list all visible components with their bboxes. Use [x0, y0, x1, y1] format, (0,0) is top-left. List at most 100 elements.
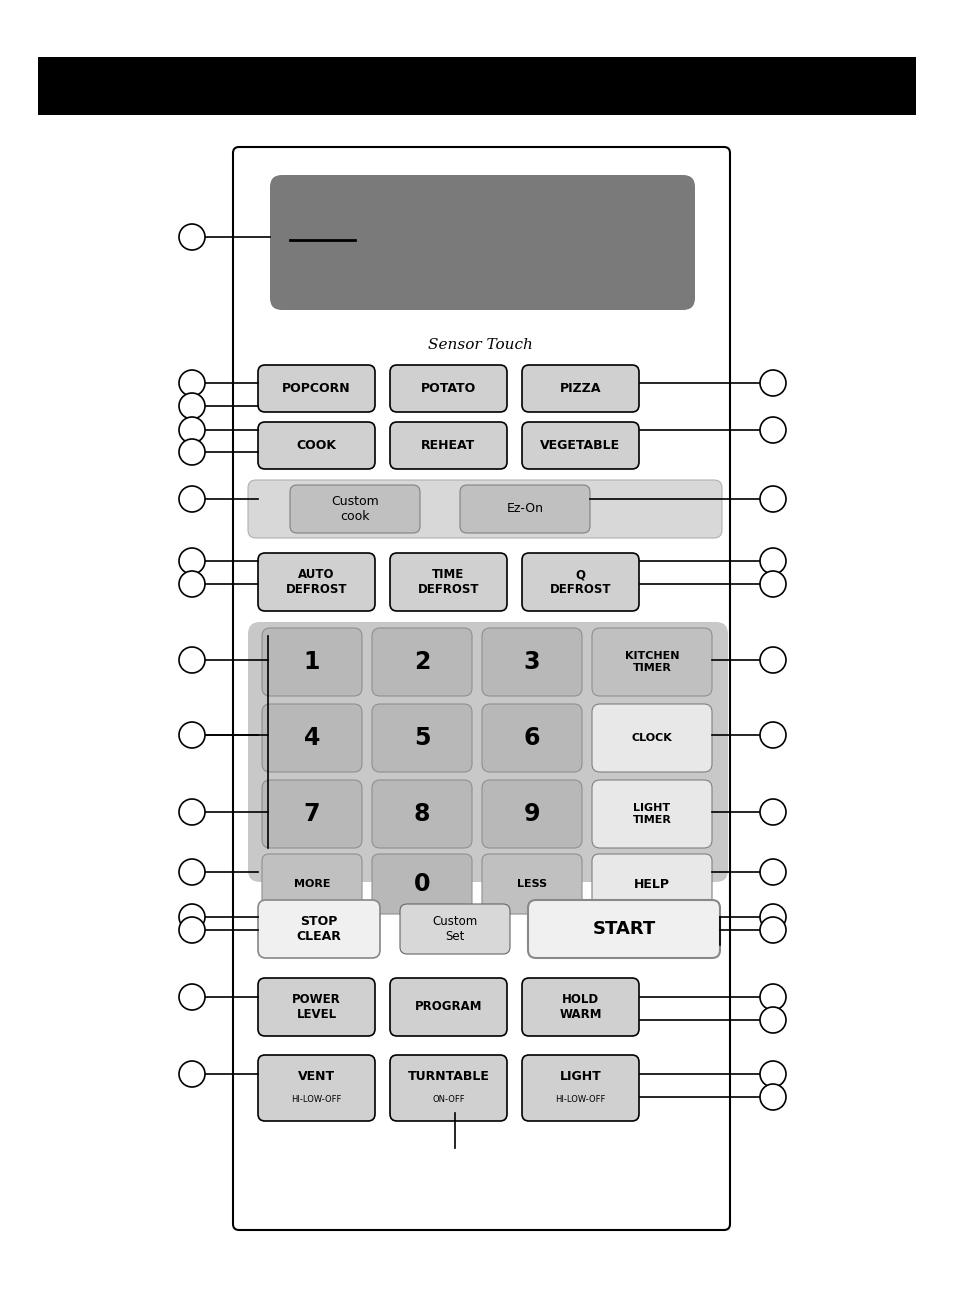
FancyBboxPatch shape — [521, 1055, 639, 1121]
Text: Custom
Set: Custom Set — [432, 915, 477, 942]
Circle shape — [760, 984, 785, 1010]
Text: STOP
CLEAR: STOP CLEAR — [296, 915, 341, 942]
Circle shape — [760, 1084, 785, 1110]
Text: 1: 1 — [303, 650, 320, 674]
Text: COOK: COOK — [296, 439, 336, 452]
Circle shape — [179, 918, 205, 942]
Circle shape — [179, 799, 205, 825]
FancyBboxPatch shape — [521, 365, 639, 412]
Text: 4: 4 — [303, 725, 320, 750]
Circle shape — [760, 647, 785, 673]
Text: PROGRAM: PROGRAM — [415, 1000, 482, 1013]
Text: 2: 2 — [414, 650, 430, 674]
FancyBboxPatch shape — [521, 422, 639, 469]
FancyBboxPatch shape — [257, 978, 375, 1036]
Circle shape — [760, 486, 785, 512]
Circle shape — [760, 859, 785, 885]
Text: REHEAT: REHEAT — [421, 439, 476, 452]
Text: LIGHT
TIMER: LIGHT TIMER — [632, 804, 671, 825]
Circle shape — [179, 904, 205, 931]
Circle shape — [179, 984, 205, 1010]
Text: 6: 6 — [523, 725, 539, 750]
FancyBboxPatch shape — [270, 175, 695, 310]
Text: 8: 8 — [414, 802, 430, 826]
FancyBboxPatch shape — [592, 704, 711, 772]
FancyBboxPatch shape — [399, 904, 510, 954]
Text: VEGETABLE: VEGETABLE — [539, 439, 619, 452]
FancyBboxPatch shape — [262, 853, 361, 914]
Text: LIGHT: LIGHT — [559, 1070, 600, 1084]
FancyBboxPatch shape — [592, 627, 711, 697]
Text: Q
DEFROST: Q DEFROST — [549, 569, 611, 596]
FancyBboxPatch shape — [459, 485, 589, 533]
Circle shape — [760, 571, 785, 597]
FancyBboxPatch shape — [390, 365, 506, 412]
FancyBboxPatch shape — [521, 978, 639, 1036]
Text: Sensor Touch: Sensor Touch — [427, 339, 532, 352]
Circle shape — [179, 417, 205, 443]
FancyBboxPatch shape — [262, 704, 361, 772]
Text: CLOCK: CLOCK — [631, 733, 672, 742]
FancyBboxPatch shape — [257, 422, 375, 469]
FancyBboxPatch shape — [372, 853, 472, 914]
Circle shape — [179, 571, 205, 597]
Circle shape — [760, 1006, 785, 1033]
FancyBboxPatch shape — [390, 553, 506, 610]
FancyBboxPatch shape — [592, 853, 711, 914]
Text: TURNTABLE: TURNTABLE — [407, 1070, 489, 1084]
Text: LESS: LESS — [517, 880, 546, 889]
Text: ON-OFF: ON-OFF — [432, 1095, 464, 1104]
Text: HELP: HELP — [634, 877, 669, 890]
FancyBboxPatch shape — [481, 853, 581, 914]
Text: 3: 3 — [523, 650, 539, 674]
Text: HI-LOW-OFF: HI-LOW-OFF — [291, 1095, 341, 1104]
Circle shape — [179, 721, 205, 748]
Text: Custom
cook: Custom cook — [331, 495, 378, 523]
Text: START: START — [592, 920, 655, 938]
Circle shape — [760, 799, 785, 825]
FancyBboxPatch shape — [257, 1055, 375, 1121]
FancyBboxPatch shape — [248, 480, 721, 538]
Circle shape — [760, 918, 785, 942]
FancyBboxPatch shape — [290, 485, 419, 533]
FancyBboxPatch shape — [390, 978, 506, 1036]
FancyBboxPatch shape — [257, 553, 375, 610]
Text: KITCHEN
TIMER: KITCHEN TIMER — [624, 651, 679, 673]
Circle shape — [760, 1061, 785, 1087]
Circle shape — [179, 647, 205, 673]
Circle shape — [179, 1061, 205, 1087]
Text: 5: 5 — [414, 725, 430, 750]
Text: POTATO: POTATO — [420, 382, 476, 395]
FancyBboxPatch shape — [372, 780, 472, 848]
Text: PIZZA: PIZZA — [559, 382, 600, 395]
Text: HI-LOW-OFF: HI-LOW-OFF — [555, 1095, 605, 1104]
Circle shape — [760, 370, 785, 396]
Text: Ez-On: Ez-On — [506, 502, 543, 515]
Text: AUTO
DEFROST: AUTO DEFROST — [286, 569, 347, 596]
FancyBboxPatch shape — [481, 780, 581, 848]
Text: 0: 0 — [414, 872, 430, 897]
FancyBboxPatch shape — [257, 901, 379, 958]
Circle shape — [760, 721, 785, 748]
FancyBboxPatch shape — [257, 365, 375, 412]
Circle shape — [179, 393, 205, 420]
Circle shape — [760, 417, 785, 443]
FancyBboxPatch shape — [527, 901, 720, 958]
Circle shape — [179, 223, 205, 250]
Circle shape — [760, 548, 785, 574]
FancyBboxPatch shape — [521, 553, 639, 610]
FancyBboxPatch shape — [481, 704, 581, 772]
FancyBboxPatch shape — [372, 627, 472, 697]
Circle shape — [179, 859, 205, 885]
FancyBboxPatch shape — [233, 146, 729, 1230]
Circle shape — [179, 370, 205, 396]
Text: 7: 7 — [303, 802, 320, 826]
FancyBboxPatch shape — [390, 422, 506, 469]
Circle shape — [760, 904, 785, 931]
FancyBboxPatch shape — [592, 780, 711, 848]
Text: 9: 9 — [523, 802, 539, 826]
Text: HOLD
WARM: HOLD WARM — [558, 993, 601, 1021]
Text: TIME
DEFROST: TIME DEFROST — [417, 569, 478, 596]
Bar — [38, 58, 915, 115]
FancyBboxPatch shape — [372, 704, 472, 772]
